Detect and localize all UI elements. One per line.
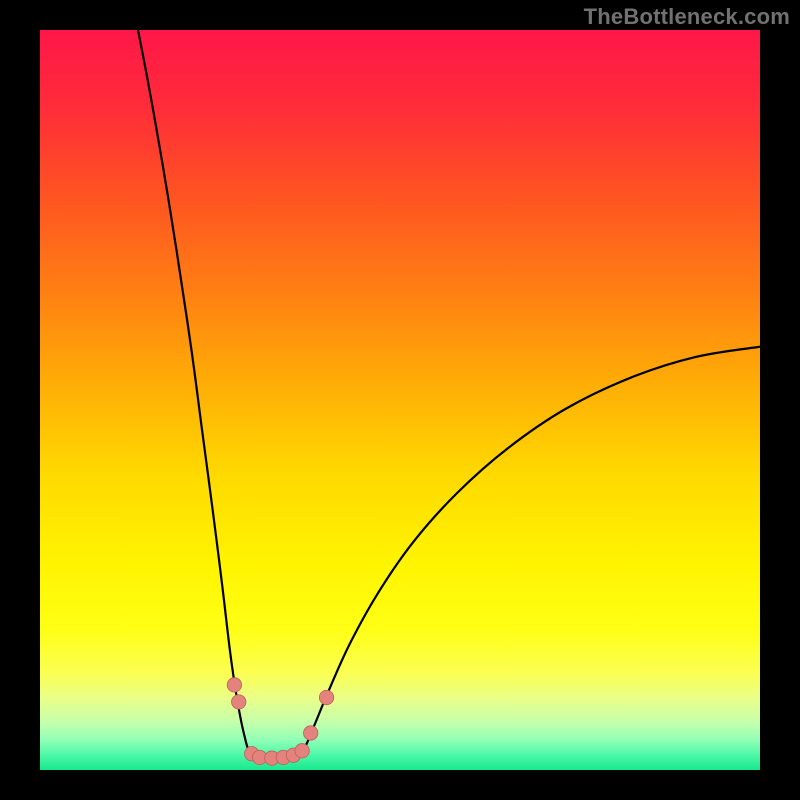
valley-marker: [295, 744, 309, 758]
valley-marker: [232, 695, 246, 709]
valley-marker: [319, 690, 333, 704]
bottleneck-chart: [0, 0, 800, 800]
plot-area: [40, 30, 760, 770]
valley-marker: [304, 726, 318, 740]
chart-container: TheBottleneck.com: [0, 0, 800, 800]
valley-marker: [227, 678, 241, 692]
watermark-text: TheBottleneck.com: [584, 4, 790, 30]
